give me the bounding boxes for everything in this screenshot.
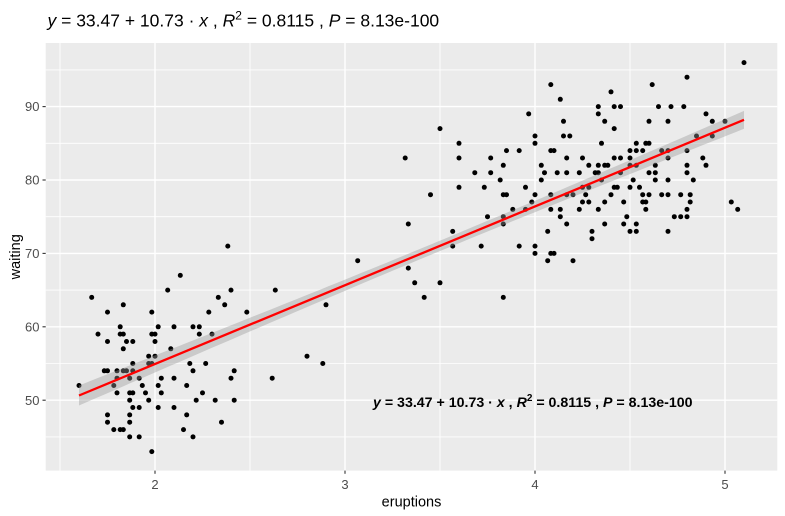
svg-text:3: 3 <box>341 477 348 492</box>
svg-text:y = 33.47 + 10.73 · x , R2 = 0: y = 33.47 + 10.73 · x , R2 = 0.8115 , P … <box>47 9 440 31</box>
svg-text:eruptions: eruptions <box>382 495 442 511</box>
svg-text:y = 33.47 + 10.73 · x , R2 = 0: y = 33.47 + 10.73 · x , R2 = 0.8115 , P … <box>372 393 693 411</box>
svg-text:70: 70 <box>25 246 39 261</box>
svg-text:2: 2 <box>151 477 158 492</box>
svg-text:60: 60 <box>25 319 39 334</box>
svg-text:waiting: waiting <box>8 234 24 280</box>
svg-text:90: 90 <box>25 99 39 114</box>
svg-text:50: 50 <box>25 393 39 408</box>
svg-text:80: 80 <box>25 173 39 188</box>
svg-text:4: 4 <box>531 477 538 492</box>
svg-text:5: 5 <box>721 477 728 492</box>
